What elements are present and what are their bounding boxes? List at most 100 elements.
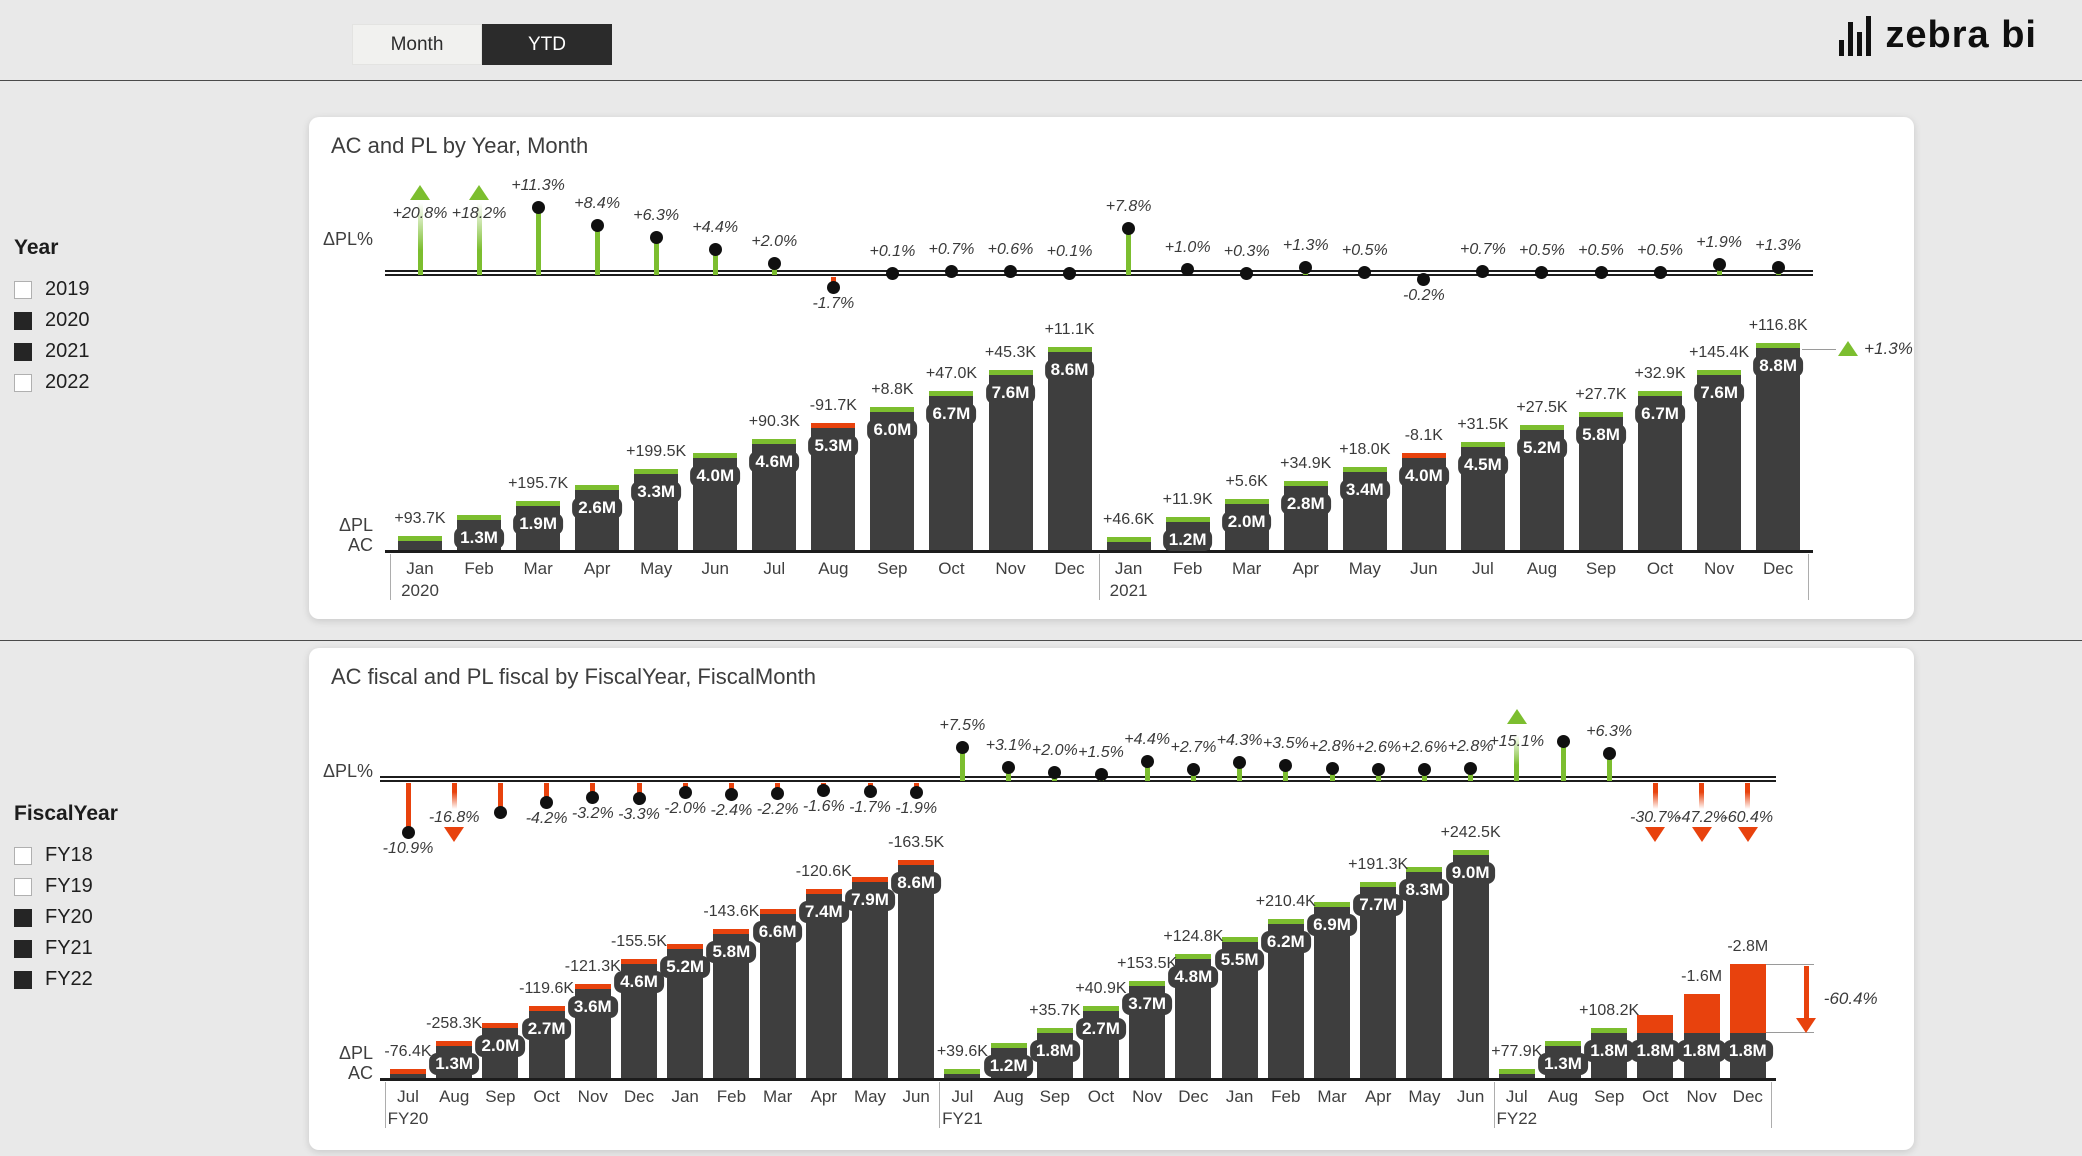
ac-bar[interactable] [898,864,935,1078]
variance-stem[interactable] [1699,783,1705,809]
variance-dot[interactable] [817,784,831,798]
filter-option-2022[interactable]: 2022 [14,367,90,398]
variance-dot[interactable] [885,267,899,280]
variance-cap[interactable] [693,453,738,458]
variance-cap[interactable] [1697,370,1742,376]
variance-dot[interactable] [1094,768,1108,782]
pl-gap-bar[interactable] [1637,1014,1674,1034]
variance-stem[interactable] [417,203,423,275]
variance-cap[interactable] [1756,342,1801,348]
variance-stem[interactable] [1745,783,1751,809]
toggle-month-button[interactable]: Month [352,24,482,65]
variance-cap[interactable] [1638,390,1683,396]
variance-cap[interactable] [457,515,502,521]
filter-option-fy18[interactable]: FY18 [14,840,118,871]
variance-cap[interactable] [1591,1028,1628,1034]
ac-bar[interactable] [1697,375,1742,550]
variance-dot[interactable] [1240,267,1254,280]
checkbox-fy18[interactable] [14,846,32,865]
variance-cap[interactable] [1221,936,1258,942]
variance-cap[interactable] [621,958,657,964]
variance-cap[interactable] [1129,981,1166,987]
variance-dot[interactable] [1476,264,1490,278]
variance-cap[interactable] [667,944,704,950]
variance-cap[interactable] [988,370,1033,376]
checkbox-fy19[interactable] [14,877,32,896]
variance-cap[interactable] [1452,849,1489,855]
variance-cap[interactable] [528,1006,565,1012]
variance-dot[interactable] [1535,266,1549,279]
variance-stem[interactable] [1126,228,1132,275]
filter-option-fy19[interactable]: FY19 [14,871,118,902]
variance-dot[interactable] [1122,222,1136,236]
variance-stem[interactable] [636,783,642,798]
variance-cap[interactable] [1519,425,1564,431]
variance-cap[interactable] [1579,411,1623,417]
variance-dot[interactable] [1712,257,1726,271]
variance-cap[interactable] [1083,1006,1119,1012]
variance-dot[interactable] [649,231,663,245]
variance-cap[interactable] [1460,441,1505,447]
variance-stem[interactable] [1006,767,1012,781]
variance-dot[interactable] [590,218,604,232]
pl-gap-bar[interactable] [1683,993,1720,1034]
ac-bar[interactable] [852,882,888,1078]
variance-stem[interactable] [959,747,965,781]
variance-dot[interactable] [708,242,722,256]
variance-cap[interactable] [574,983,611,989]
variance-cap[interactable] [1406,867,1443,873]
ac-bar[interactable] [988,375,1033,550]
variance-cap[interactable] [805,889,842,895]
variance-dot[interactable] [1371,763,1385,777]
variance-dot[interactable] [724,787,738,801]
ac-bar[interactable] [1452,854,1489,1078]
ac-bar[interactable] [1106,541,1151,550]
variance-cap[interactable] [1545,1040,1581,1046]
checkbox-2020[interactable] [14,311,32,330]
variance-dot[interactable] [1602,746,1616,760]
variance-cap[interactable] [482,1023,519,1029]
checkbox-fy20[interactable] [14,908,32,927]
ac-bar[interactable] [944,1074,981,1078]
variance-dot[interactable] [1417,273,1431,286]
variance-dot[interactable] [771,786,785,800]
variance-dot[interactable] [1325,762,1339,776]
variance-cap[interactable] [1036,1028,1073,1034]
variance-cap[interactable] [390,1068,426,1074]
variance-dot[interactable] [1417,763,1431,777]
variance-dot[interactable] [1181,263,1195,276]
variance-dot[interactable] [1771,261,1785,275]
variance-stem[interactable] [497,783,503,813]
pl-gap-bar[interactable] [1729,963,1766,1034]
variance-cap[interactable] [990,1043,1027,1049]
checkbox-fy21[interactable] [14,939,32,958]
variance-dot[interactable] [955,741,969,755]
ac-bar[interactable] [390,1073,426,1078]
variance-dot[interactable] [531,201,545,215]
variance-cap[interactable] [436,1040,473,1046]
variance-dot[interactable] [1279,759,1293,773]
variance-cap[interactable] [516,501,561,507]
variance-stem[interactable] [712,248,718,275]
filter-option-2020[interactable]: 2020 [14,305,90,336]
checkbox-2022[interactable] [14,373,32,392]
variance-cap[interactable] [1224,499,1269,504]
variance-dot[interactable] [1004,265,1017,279]
variance-cap[interactable] [852,877,888,883]
variance-stem[interactable] [476,203,482,275]
variance-cap[interactable] [634,469,679,475]
variance-cap[interactable] [1342,466,1387,472]
variance-cap[interactable] [811,423,856,429]
variance-cap[interactable] [759,909,796,915]
variance-stem[interactable] [1560,740,1566,781]
filter-option-fy20[interactable]: FY20 [14,902,118,933]
variance-cap[interactable] [1401,453,1446,458]
variance-dot[interactable] [1464,762,1478,776]
variance-dot[interactable] [1556,734,1570,748]
variance-dot[interactable] [1002,761,1016,775]
variance-dot[interactable] [1063,267,1077,280]
variance-cap[interactable] [575,485,620,491]
variance-dot[interactable] [826,281,840,295]
variance-dot[interactable] [1299,261,1313,275]
variance-stem[interactable] [405,783,411,833]
